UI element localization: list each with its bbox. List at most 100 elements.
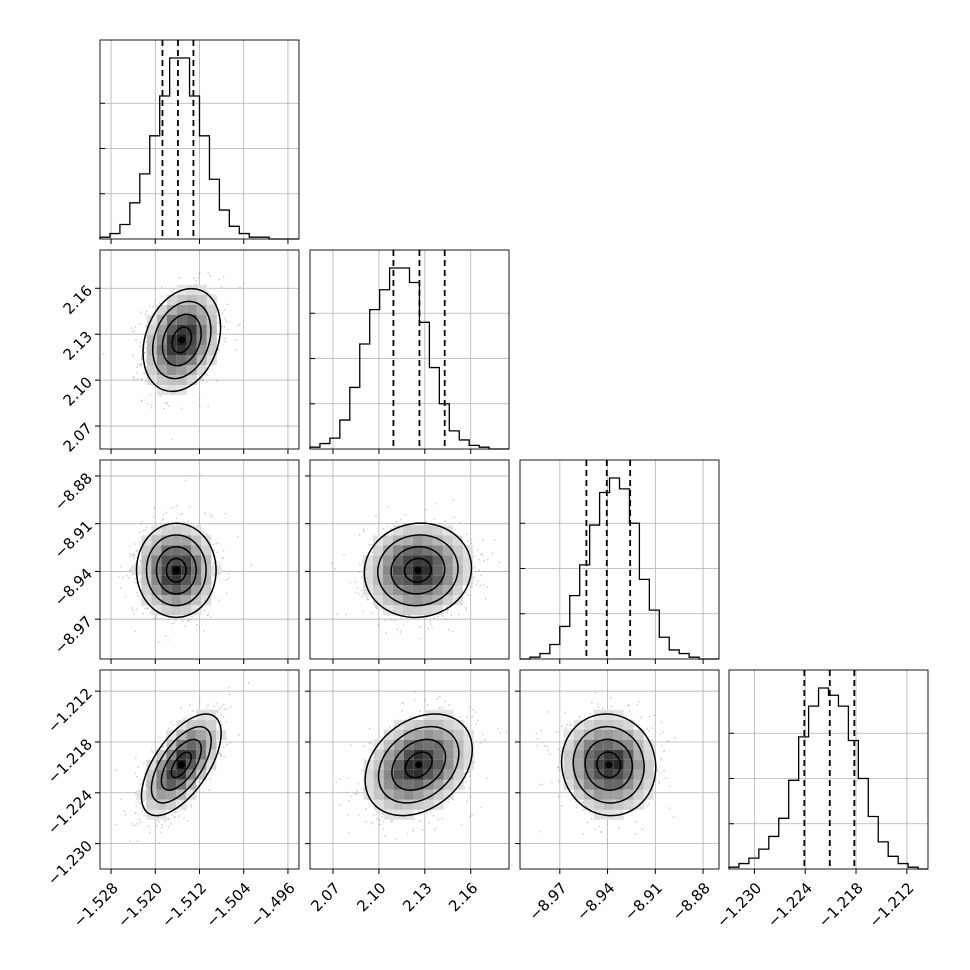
scatter-point (368, 544, 371, 546)
density-cell (563, 739, 574, 750)
scatter-point (238, 733, 241, 736)
scatter-point (167, 404, 170, 407)
density-cell (191, 535, 202, 546)
scatter-point (131, 609, 134, 612)
scatter-point (478, 558, 480, 560)
density-cell (452, 575, 463, 586)
density-cell (392, 525, 403, 536)
density-cell (623, 799, 634, 810)
pair-panel-frame (309, 669, 510, 870)
scatter-point (466, 800, 468, 803)
density-cell (196, 729, 207, 740)
scatter-point (370, 611, 373, 614)
scatter-point (120, 565, 122, 568)
scatter-point (445, 619, 447, 621)
scatter-point (361, 576, 363, 579)
density-cell (413, 799, 424, 810)
scatter-point (178, 514, 181, 516)
scatter-point (347, 777, 349, 779)
scatter-point (372, 822, 374, 825)
density-cell (593, 719, 604, 730)
density-peak-marker (415, 761, 423, 769)
scatter-point (435, 502, 438, 505)
scatter-point (136, 549, 139, 552)
scatter-point (444, 700, 447, 703)
density-cell (166, 375, 177, 385)
y-tick-label: −8.94 (51, 565, 96, 610)
scatter-point (132, 554, 135, 556)
scatter-point (131, 327, 133, 330)
scatter-point (206, 291, 209, 293)
pair-panel-content (102, 272, 241, 441)
density-cell (206, 345, 217, 355)
scatter-point (138, 818, 141, 821)
scatter-point (464, 786, 466, 789)
scatter-point (139, 363, 142, 366)
scatter-point (399, 632, 402, 635)
scatter-point (431, 626, 433, 629)
scatter-point (557, 748, 560, 751)
density-cell (393, 789, 404, 800)
scatter-point (215, 542, 218, 545)
scatter-point (141, 520, 144, 523)
density-cell (423, 729, 434, 740)
scatter-point (446, 609, 449, 612)
scatter-point (210, 616, 213, 618)
scatter-point (413, 818, 416, 820)
scatter-point (226, 708, 229, 710)
scatter-point (171, 622, 174, 625)
scatter-point (338, 804, 341, 806)
scatter-point (597, 703, 599, 705)
density-cell (181, 595, 192, 606)
density-cell (156, 789, 167, 800)
density-cell (186, 295, 197, 305)
contour-ellipse (165, 557, 187, 583)
scatter-point (375, 605, 377, 607)
scatter-point (482, 539, 484, 542)
density-cell (452, 535, 463, 546)
scatter-point (225, 579, 228, 582)
scatter-point (211, 581, 214, 584)
scatter-point (123, 810, 126, 812)
x-tick-label: 2.07 (307, 879, 343, 915)
density-cell (603, 789, 614, 800)
scatter-point (491, 552, 494, 555)
scatter-point (635, 820, 637, 823)
scatter-point (468, 796, 471, 799)
scatter-point (396, 628, 398, 631)
scatter-point (349, 744, 352, 747)
scatter-point (433, 617, 436, 620)
density-cell (613, 729, 624, 740)
density-cell (166, 295, 177, 305)
pair-panel-0-1 (95, 249, 300, 454)
scatter-point (208, 778, 211, 781)
scatter-point (414, 690, 416, 693)
scatter-point (134, 578, 137, 580)
scatter-point (220, 286, 223, 289)
scatter-point (187, 820, 189, 822)
density-cell (181, 605, 192, 616)
scatter-point (400, 518, 402, 521)
density-cell (413, 739, 424, 750)
scatter-point (535, 732, 538, 735)
scatter-point (647, 805, 649, 807)
scatter-point (149, 394, 152, 396)
contour-ellipse (377, 534, 459, 607)
density-cell (463, 749, 474, 760)
density-cell (422, 585, 433, 596)
density-cell (156, 759, 167, 770)
scatter-point (132, 354, 135, 357)
density-cell (423, 739, 434, 750)
density-cell (186, 739, 197, 750)
density-cell (563, 769, 574, 780)
density-cell (373, 779, 384, 790)
scatter-point (646, 727, 648, 730)
scatter-point (597, 706, 600, 708)
scatter-point (217, 349, 220, 351)
scatter-point (139, 560, 142, 562)
scatter-point (476, 549, 479, 552)
x-tick-label: −1.512 (158, 879, 210, 931)
density-cell (573, 749, 584, 760)
scatter-point (471, 716, 474, 718)
scatter-point (379, 823, 382, 826)
